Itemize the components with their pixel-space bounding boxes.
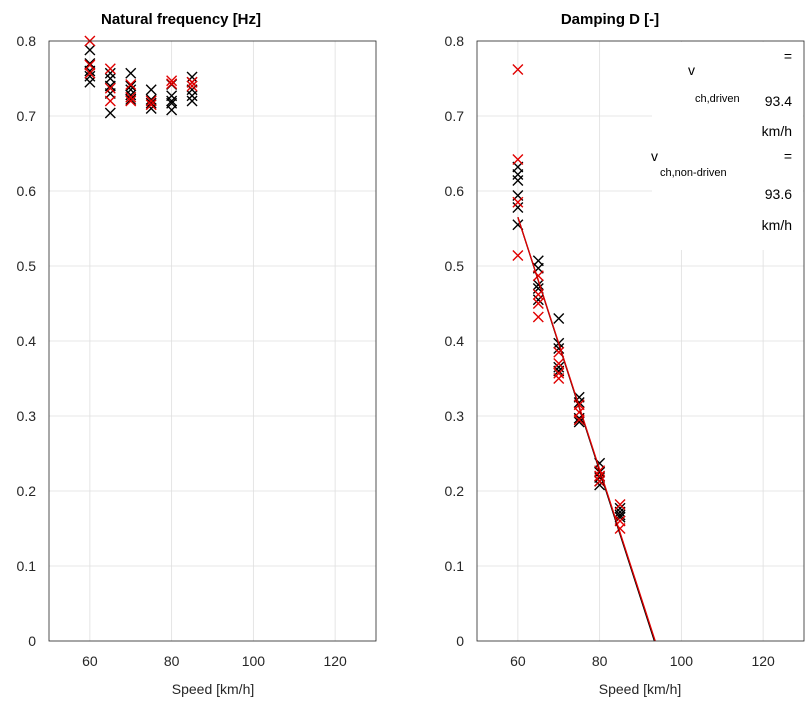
data-point	[512, 154, 524, 165]
nondriven-symbol: v	[651, 148, 658, 164]
data-point	[145, 84, 157, 96]
y-tick-label: 0.7	[17, 108, 37, 124]
x-tick-labels: 60 80 100 120	[510, 653, 775, 669]
data-point	[125, 91, 137, 103]
plot-area-frame	[476, 40, 805, 642]
data-point	[512, 202, 524, 213]
data-point	[104, 67, 116, 79]
data-point	[145, 94, 157, 105]
x-tick-label: 80	[592, 653, 608, 669]
x-tick-label: 60	[510, 653, 526, 669]
x-axis-label: Speed [km/h]	[172, 681, 255, 697]
y-tick-label: 0	[456, 633, 464, 649]
data-point	[186, 90, 198, 102]
data-point	[532, 311, 544, 323]
y-tick-label: 0.6	[17, 183, 37, 199]
y-tick-labels: 0 0.1 0.2 0.3 0.4 0.5 0.6 0.7 0.8	[17, 33, 37, 649]
driven-equals: =	[784, 48, 792, 64]
data-point	[145, 97, 157, 109]
nondriven-value: 93.6	[765, 186, 792, 202]
nondriven-unit: km/h	[762, 217, 792, 233]
data-point	[104, 107, 116, 119]
data-point	[532, 298, 544, 309]
nondriven-subscript: ch,non-driven	[660, 167, 727, 179]
chart-title: Damping D [-]	[561, 11, 659, 28]
nondriven-equals: =	[784, 148, 792, 164]
y-tick-label: 0.1	[17, 558, 37, 574]
data-point	[614, 499, 626, 510]
driven-subscript: ch,driven	[695, 93, 740, 105]
data-point	[125, 94, 137, 105]
data-point	[125, 79, 137, 90]
y-tick-label: 0.8	[445, 33, 465, 49]
y-tick-label: 0.6	[445, 183, 465, 199]
data-point	[125, 95, 137, 107]
y-tick-label: 0.2	[445, 483, 465, 499]
x-tick-label: 80	[164, 653, 180, 669]
data-point	[166, 95, 178, 107]
driven-value: 93.4	[765, 93, 792, 109]
data-point	[512, 175, 524, 186]
x-tick-label: 120	[323, 653, 347, 669]
data-point	[84, 59, 96, 71]
data-point	[84, 44, 96, 56]
data-point	[166, 104, 178, 116]
y-tick-label: 0.1	[445, 558, 465, 574]
data-point	[104, 95, 116, 107]
data-point	[84, 76, 96, 88]
data-point	[186, 71, 198, 83]
driven-unit: km/h	[762, 123, 792, 139]
y-tick-label: 0.5	[17, 258, 37, 274]
data-point	[512, 250, 524, 261]
data-point	[125, 67, 137, 79]
y-tick-label: 0.3	[445, 408, 465, 424]
data-point	[553, 313, 565, 324]
data-point	[145, 99, 157, 111]
data-marks	[512, 64, 656, 642]
x-axis-label: Speed [km/h]	[599, 681, 682, 697]
damping-chart: 0 0.1 0.2 0.3 0.4 0.5 0.6 0.7 0.8 60 80 100 120 Dam…	[445, 11, 805, 697]
y-tick-label: 0.4	[17, 333, 37, 349]
x-tick-label: 100	[670, 653, 694, 669]
data-point	[125, 80, 137, 92]
y-tick-label: 0.3	[17, 408, 37, 424]
data-point	[186, 95, 198, 107]
data-point	[186, 76, 198, 88]
annotation-box	[652, 42, 803, 250]
data-point	[512, 196, 524, 208]
y-tick-labels: 0 0.1 0.2 0.3 0.4 0.5 0.6 0.7 0.8	[445, 33, 465, 649]
y-tick-label: 0.8	[17, 33, 37, 49]
x-tick-label: 120	[751, 653, 775, 669]
data-point	[532, 279, 544, 291]
y-tick-label: 0.7	[445, 108, 465, 124]
data-point	[553, 367, 565, 379]
y-tick-label: 0.5	[445, 258, 465, 274]
data-point	[553, 373, 565, 384]
chart-title: Natural frequency [Hz]	[101, 11, 261, 28]
driven-symbol: v	[688, 62, 695, 78]
data-point	[512, 64, 524, 75]
data-point	[532, 294, 544, 306]
data-point	[166, 75, 178, 87]
data-point	[553, 358, 565, 369]
y-tick-label: 0.2	[17, 483, 37, 499]
x-tick-label: 100	[242, 653, 266, 669]
data-point	[166, 78, 178, 90]
y-tick-label: 0	[28, 633, 36, 649]
plot-area-frame	[48, 40, 377, 642]
data-point	[145, 95, 157, 107]
data-point	[186, 80, 198, 92]
characteristic-speed-annotation: v ch,driven = 93.4 km/h v ch,non-driven …	[651, 48, 792, 233]
data-point	[104, 63, 116, 75]
natural-frequency-chart: 0 0.1 0.2 0.3 0.4 0.5 0.6 0.7 0.8 60 80 100 120 Nat…	[17, 11, 377, 697]
y-tick-label: 0.4	[445, 333, 465, 349]
data-point	[84, 67, 96, 79]
x-tick-labels: 60 80 100 120	[82, 653, 347, 669]
x-tick-label: 60	[82, 653, 98, 669]
fit-line	[517, 217, 656, 642]
data-point	[104, 82, 116, 94]
